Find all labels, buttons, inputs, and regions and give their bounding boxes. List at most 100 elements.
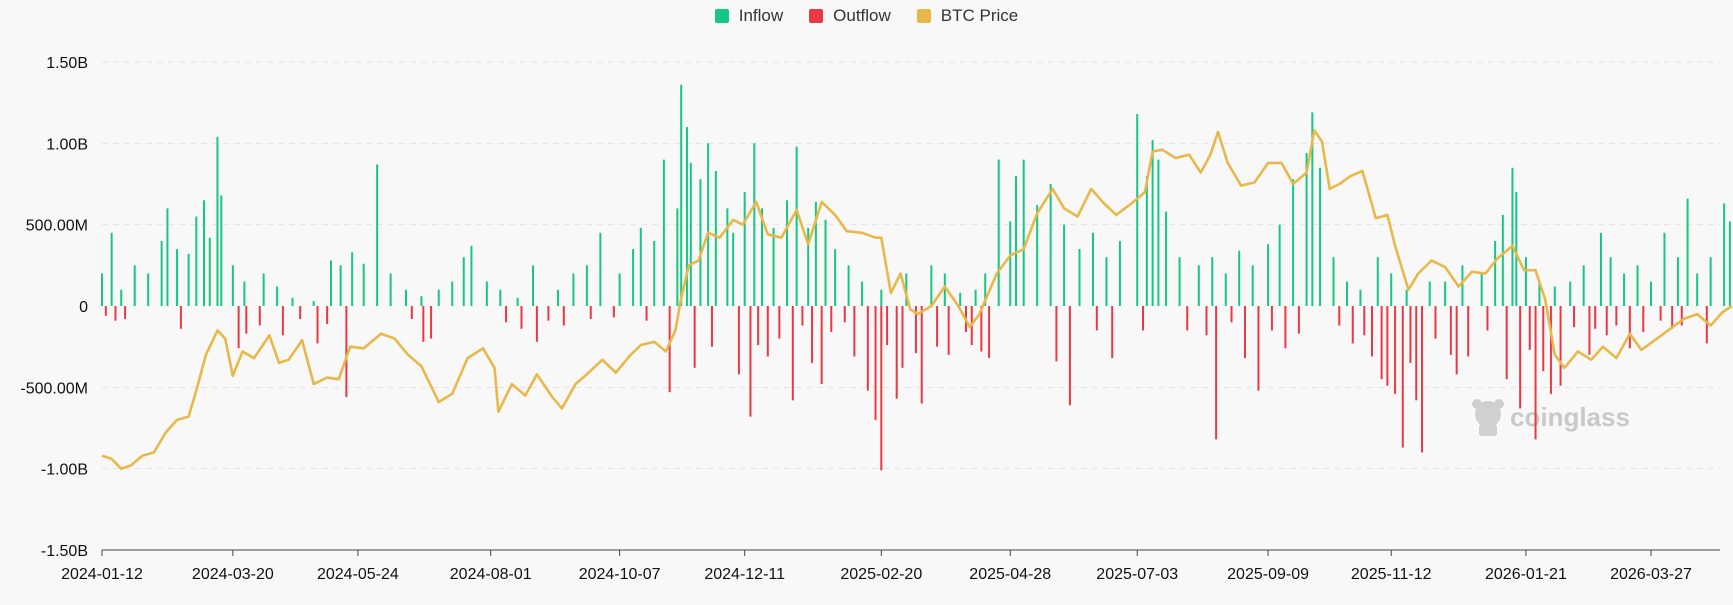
inflow-bar: [1319, 167, 1322, 306]
inflow-bar: [1178, 257, 1181, 306]
inflow-bar: [824, 219, 827, 306]
inflow-bar: [1118, 240, 1121, 306]
outflow-bar: [1297, 306, 1300, 334]
inflow-bar: [1165, 211, 1168, 306]
inflow-bar: [847, 265, 850, 306]
outflow-bar: [853, 306, 856, 357]
outflow-bar: [947, 306, 950, 355]
outflow-bar: [811, 306, 814, 363]
inflow-bar: [1515, 192, 1518, 306]
outflow-bar: [710, 306, 713, 347]
outflow-bar: [1363, 306, 1366, 336]
outflow-bar: [920, 306, 923, 404]
outflow-bar: [843, 306, 846, 323]
outflow-bar: [1505, 306, 1508, 380]
inflow-bar: [243, 281, 246, 306]
outflow-bar: [1338, 306, 1341, 326]
outflow-bar: [830, 306, 833, 333]
x-tick-label: 2025-02-20: [840, 566, 922, 583]
inflow-bar: [699, 179, 702, 306]
outflow-bar: [1055, 306, 1058, 362]
outflow-bar: [1559, 306, 1562, 386]
inflow-bar: [984, 273, 987, 306]
inflow-bar: [276, 286, 279, 306]
chart-legend: Inflow Outflow BTC Price: [0, 6, 1733, 26]
inflow-bar: [499, 289, 502, 306]
y-axis: 1.50B 1.00B 500.00M 0 -500.00M -1.00B -1.50B: [20, 55, 88, 560]
inflow-bar: [761, 208, 764, 306]
outflow-bar: [410, 306, 413, 320]
inflow-bar: [685, 127, 688, 306]
y-tick-label: 500.00M: [26, 218, 88, 235]
outflow-bar: [1068, 306, 1071, 406]
outflow-bar: [124, 306, 127, 320]
outflow-bar: [1705, 306, 1708, 344]
inflow-bar: [632, 249, 635, 306]
outflow-bar: [1370, 306, 1373, 357]
y-tick-label: -1.00B: [41, 462, 88, 479]
legend-swatch-inflow: [714, 9, 729, 23]
outflow-bar: [505, 306, 508, 323]
inflow-bar: [451, 281, 454, 306]
inflow-bar: [1480, 273, 1483, 306]
outflow-bar: [299, 306, 302, 320]
inflow-bar: [807, 227, 810, 306]
outflow-bar: [345, 306, 348, 398]
inflow-bar: [753, 143, 756, 306]
inflow-bar: [599, 232, 602, 306]
inflow-bar: [376, 164, 379, 306]
outflow-bar: [1421, 306, 1424, 453]
inflow-bar: [1105, 257, 1108, 306]
outflow-bar: [1142, 306, 1145, 331]
inflow-bar: [462, 257, 465, 306]
x-tick-label: 2024-12-11: [704, 566, 785, 583]
outflow-bar: [1230, 306, 1233, 323]
inflow-bar: [618, 273, 621, 306]
inflow-bar: [1623, 273, 1626, 306]
outflow-bar: [1615, 306, 1618, 326]
inflow-bar: [389, 273, 392, 306]
outflow-bar: [1659, 306, 1662, 321]
inflow-bar: [1157, 159, 1160, 306]
outflow-bar: [668, 306, 671, 393]
inflow-bar: [1524, 257, 1527, 306]
coinglass-logo-icon: [1472, 399, 1504, 436]
outflow-bar: [749, 306, 752, 417]
y-tick-label: 1.50B: [46, 55, 88, 72]
watermark: coinglass: [1472, 399, 1630, 436]
inflow-bar: [1650, 281, 1652, 306]
legend-item-inflow[interactable]: Inflow: [714, 6, 783, 26]
outflow-bar: [1186, 306, 1189, 331]
inflow-bar: [786, 200, 789, 306]
legend-item-btc-price[interactable]: BTC Price: [916, 6, 1018, 26]
outflow-bar: [801, 306, 804, 326]
inflow-bar: [1676, 257, 1679, 306]
legend-item-outflow[interactable]: Outflow: [809, 6, 891, 26]
outflow-bar: [179, 306, 182, 329]
inflow-bar: [1251, 265, 1254, 306]
outflow-bar: [547, 306, 550, 321]
outflow-bar: [1671, 306, 1674, 329]
legend-swatch-outflow: [809, 9, 824, 23]
inflow-bar: [1696, 273, 1699, 306]
inflow-bar: [195, 216, 198, 306]
outflow-bar: [766, 306, 769, 357]
outflow-bar: [562, 306, 565, 326]
inflow-bar: [795, 146, 798, 306]
inflow-bar: [1494, 240, 1497, 306]
inflow-bar: [1211, 257, 1214, 306]
inflow-bar: [1267, 244, 1270, 306]
outflow-bar: [914, 306, 917, 354]
outflow-bar: [1534, 306, 1537, 440]
inflow-bar: [732, 232, 735, 306]
inflow-bar: [110, 232, 113, 306]
inflow-bar: [1538, 281, 1541, 306]
inflow-bar: [1197, 265, 1200, 306]
outflow-bar: [1605, 306, 1608, 336]
outflow-bar: [258, 306, 261, 326]
inflow-bar: [1709, 257, 1712, 306]
inflow-bar: [147, 273, 150, 306]
watermark-text: coinglass: [1510, 402, 1630, 432]
outflow-bar: [237, 306, 240, 349]
inflow-bar: [262, 273, 265, 306]
